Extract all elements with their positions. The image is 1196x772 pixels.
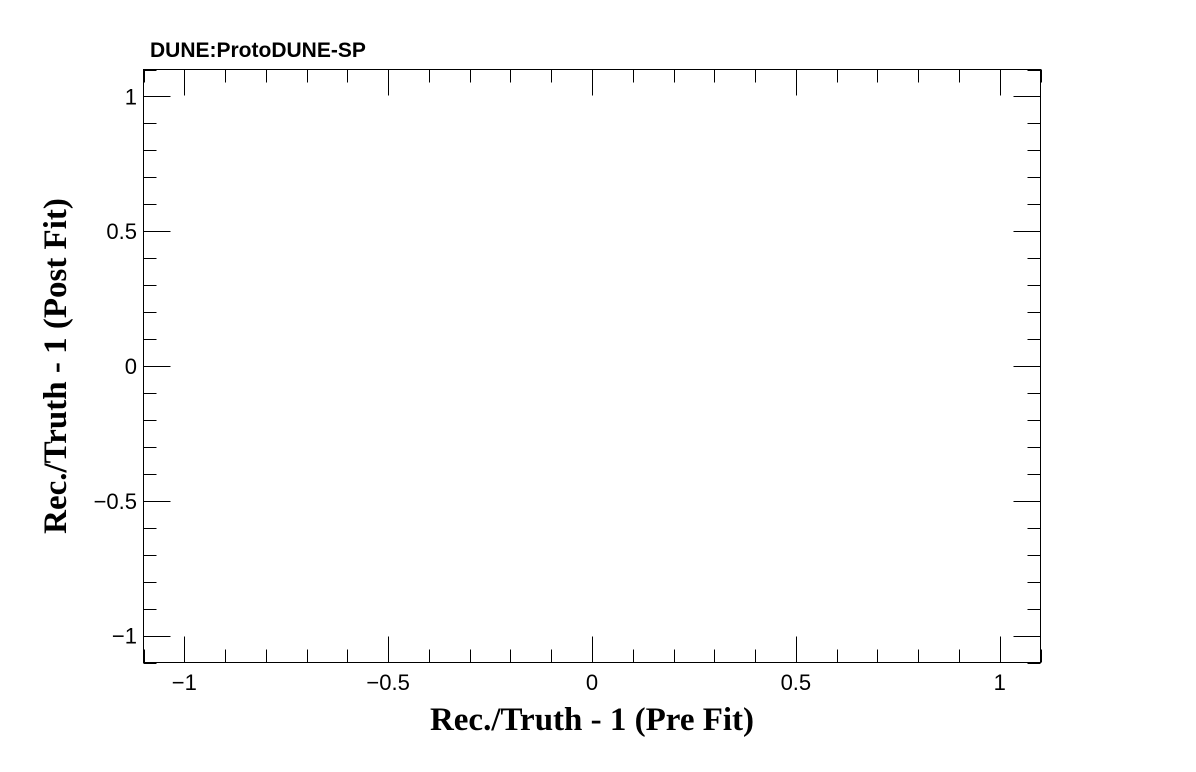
y-tick-labels: 1 0.5 0 −0.5 −1 bbox=[94, 84, 137, 648]
y-tick-label: −1 bbox=[112, 624, 137, 649]
chart-title: DUNE:ProtoDUNE-SP bbox=[150, 39, 366, 62]
y-tick-label: 0.5 bbox=[106, 219, 137, 244]
x-tick-label: −0.5 bbox=[366, 670, 409, 695]
y-tick-label: 1 bbox=[125, 84, 137, 109]
plot-frame bbox=[143, 69, 1041, 663]
x-tick-label: −1 bbox=[172, 670, 197, 695]
x-axis-label: Rec./Truth - 1 (Pre Fit) bbox=[430, 702, 754, 738]
axis-ticks bbox=[143, 69, 1042, 664]
y-axis-label: Rec./Truth - 1 (Post Fit) bbox=[38, 198, 74, 534]
y-tick-label: −0.5 bbox=[94, 489, 137, 514]
x-tick-label: 0 bbox=[586, 670, 598, 695]
x-tick-label: 0.5 bbox=[781, 670, 812, 695]
x-tick-label: 1 bbox=[994, 670, 1006, 695]
y-tick-label: 0 bbox=[125, 354, 137, 379]
x-tick-labels: −1 −0.5 0 0.5 1 bbox=[172, 670, 1006, 695]
